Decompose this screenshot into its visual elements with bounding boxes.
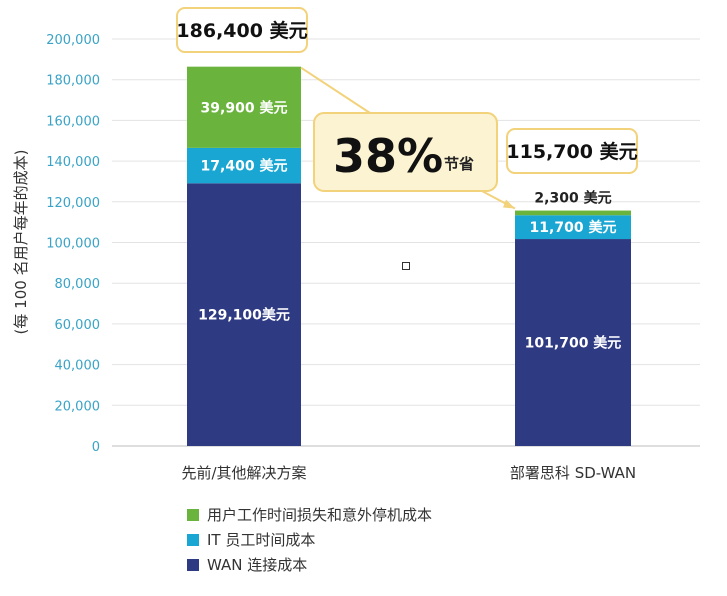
bar-data-label: 129,100美元 [198, 307, 290, 324]
bar-data-label: 17,400 美元 [201, 158, 288, 175]
savings-arrowhead [503, 199, 515, 209]
total-callout-label: 186,400 美元 [176, 19, 307, 42]
total-callout-box [506, 128, 638, 174]
legend-label-user-downtime: 用户工作时间损失和意外停机成本 [207, 506, 433, 524]
bar-segment [515, 215, 631, 240]
savings-percent: 38% [333, 129, 443, 183]
y-tick-label: 180,000 [46, 74, 100, 89]
legend-swatch-it-staff [187, 533, 199, 546]
y-tick-label: 20,000 [55, 399, 101, 414]
y-tick-label: 60,000 [55, 318, 101, 333]
y-tick-label: 200,000 [46, 33, 100, 48]
legend-item-it-staff: IT 员工时间成本 [187, 527, 432, 552]
savings-connector-left [300, 66, 371, 114]
legend-swatch-wan [187, 558, 199, 571]
legend-item-user-downtime: 用户工作时间损失和意外停机成本 [187, 502, 432, 527]
y-tick-label: 100,000 [46, 237, 100, 252]
legend-item-wan: WAN 连接成本 [187, 552, 432, 577]
y-tick-label: 120,000 [46, 196, 100, 211]
total-callout-box [176, 7, 308, 53]
y-tick-label: 80,000 [55, 277, 101, 292]
bar-data-label: 39,900 美元 [201, 99, 288, 116]
bar-segment [187, 147, 301, 184]
selection-handle[interactable] [402, 262, 410, 270]
bar-data-label: 2,300 美元 [534, 190, 611, 207]
total-callout-label: 115,700 美元 [506, 140, 637, 163]
legend-label-it-staff: IT 员工时间成本 [207, 531, 316, 549]
x-category-label: 部署思科 SD-WAN [510, 464, 636, 482]
y-tick-label: 40,000 [55, 359, 101, 374]
legend-label-wan: WAN 连接成本 [207, 556, 308, 574]
bar-segment [187, 183, 301, 446]
legend: 用户工作时间损失和意外停机成本 IT 员工时间成本 WAN 连接成本 [187, 502, 432, 577]
bar-segment [187, 66, 301, 148]
bar-data-label: 11,700 美元 [530, 219, 617, 236]
legend-swatch-user-downtime [187, 508, 199, 521]
y-axis-label: (每 100 名用户每年的成本) [12, 150, 30, 335]
bar-segment [515, 239, 631, 446]
bar-segment [515, 210, 631, 216]
x-category-label: 先前/其他解决方案 [181, 464, 306, 482]
bar-data-label: 101,700 美元 [525, 335, 622, 352]
savings-callout-box [313, 112, 498, 192]
y-tick-label: 140,000 [46, 155, 100, 170]
y-tick-label: 0 [92, 440, 100, 455]
y-tick-label: 160,000 [46, 114, 100, 129]
savings-label: 节省 [444, 155, 474, 173]
